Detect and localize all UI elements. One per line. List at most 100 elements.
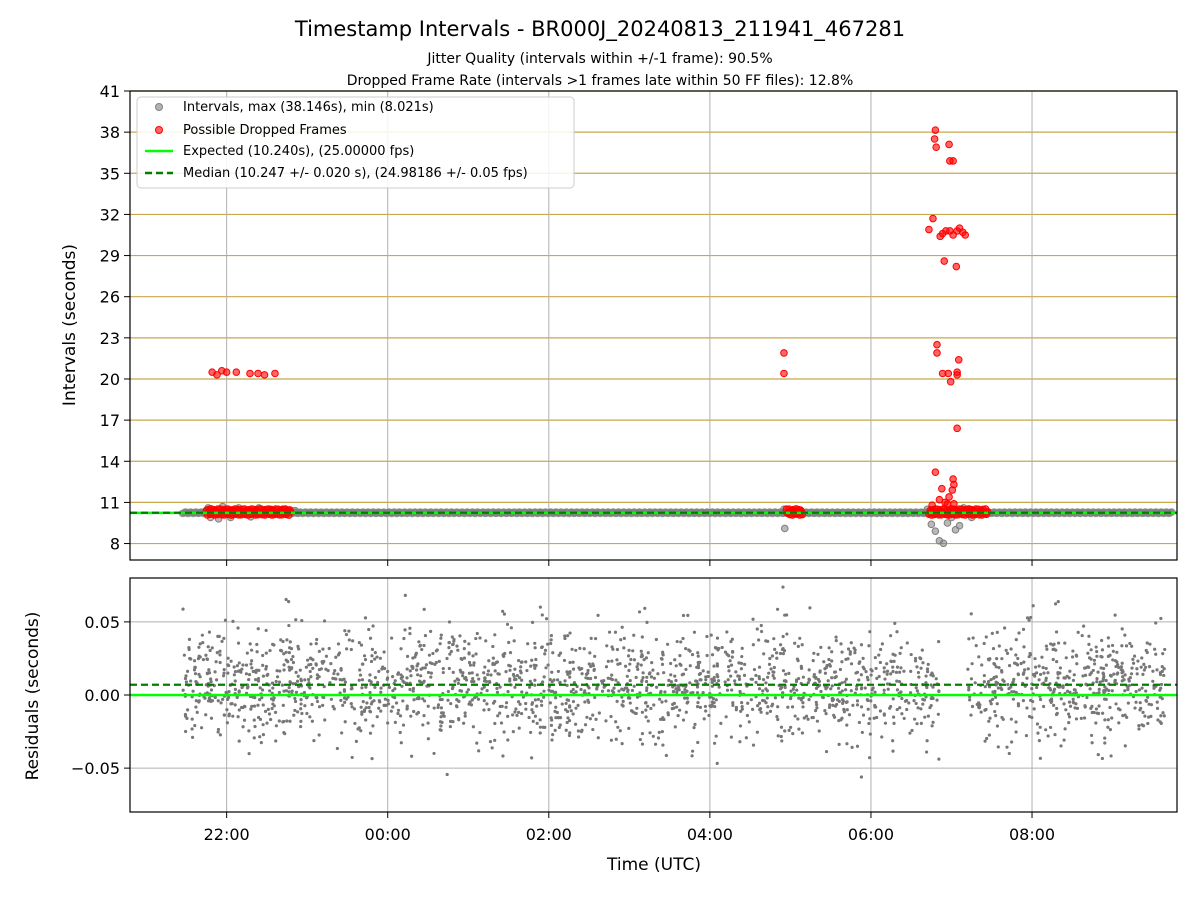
residuals-x-tick-label: 22:00 <box>204 825 250 844</box>
residual-point <box>1062 702 1066 706</box>
residual-point <box>405 654 410 658</box>
residual-point <box>566 698 571 702</box>
residual-point <box>199 726 204 730</box>
residual-point <box>609 738 614 742</box>
residual-point <box>567 733 572 738</box>
residual-point <box>414 668 419 672</box>
residual-point <box>673 658 677 662</box>
residual-point <box>800 643 804 647</box>
residual-point <box>542 695 546 699</box>
residual-point <box>272 696 276 700</box>
residual-point <box>562 658 567 663</box>
legend-expected-label: Expected (10.240s), (25.00000 fps) <box>183 144 414 159</box>
residual-point <box>403 628 407 632</box>
residual-point <box>379 686 383 690</box>
residual-point <box>675 705 679 709</box>
residual-point <box>1044 728 1048 732</box>
residual-point <box>333 669 337 673</box>
residual-point <box>791 732 795 736</box>
residual-point <box>720 645 724 650</box>
residual-point <box>1106 636 1110 640</box>
residual-point <box>835 702 839 707</box>
residual-point <box>226 656 230 660</box>
residual-point <box>844 700 849 704</box>
residual-point <box>891 697 895 701</box>
residual-point <box>551 651 555 655</box>
residual-point <box>207 630 212 634</box>
residual-point <box>558 716 563 720</box>
residual-point <box>688 649 692 653</box>
residual-point <box>617 689 621 693</box>
residual-point <box>436 703 441 707</box>
residual-point <box>1021 627 1026 631</box>
residual-point <box>924 750 929 754</box>
residual-point <box>869 673 873 677</box>
residual-point <box>894 670 899 674</box>
residual-point <box>864 670 868 674</box>
residual-point <box>606 659 610 663</box>
dropped-frame-point <box>949 231 957 239</box>
residual-point <box>1112 672 1116 676</box>
residual-point <box>1092 658 1097 662</box>
residual-point <box>664 753 668 758</box>
residual-point <box>438 720 443 724</box>
residual-point <box>271 686 275 690</box>
residual-point <box>1149 714 1153 719</box>
residual-point <box>925 667 930 671</box>
residual-point <box>900 712 904 716</box>
residual-point <box>993 662 997 666</box>
residual-point <box>218 660 222 665</box>
residual-point <box>697 696 701 700</box>
residual-point <box>416 662 420 666</box>
residual-point <box>394 701 399 705</box>
residual-point <box>810 716 814 720</box>
dropped-frame-point <box>954 355 963 364</box>
residual-point <box>593 675 598 680</box>
residual-point <box>521 695 526 699</box>
residual-point <box>638 737 642 742</box>
residual-point <box>696 666 701 670</box>
residual-point <box>760 629 764 634</box>
residual-point <box>447 666 451 671</box>
residual-point <box>1079 716 1083 721</box>
chart-title: Timestamp Intervals - BR000J_20240813_21… <box>294 17 905 42</box>
residual-point <box>550 680 554 684</box>
residual-point <box>420 647 424 652</box>
residual-point <box>265 673 269 677</box>
residual-point <box>415 696 419 701</box>
residual-point <box>728 659 732 663</box>
residual-point <box>1055 711 1059 715</box>
residual-point <box>223 618 228 622</box>
residual-point <box>589 664 593 669</box>
residual-point <box>306 658 310 662</box>
residual-point <box>859 775 864 779</box>
residual-point <box>248 642 252 646</box>
residual-point <box>486 672 490 677</box>
residual-point <box>506 738 510 742</box>
residual-point <box>340 731 344 735</box>
residual-point <box>491 656 495 660</box>
residual-point <box>323 718 327 722</box>
residual-point <box>730 637 734 641</box>
residual-point <box>495 686 499 691</box>
residual-point <box>364 718 368 722</box>
residual-point <box>845 723 849 727</box>
residual-point <box>261 723 265 727</box>
residual-point <box>1120 644 1124 648</box>
residual-point <box>285 659 290 663</box>
residual-point <box>1143 714 1147 718</box>
residual-point <box>1083 673 1088 677</box>
residual-point <box>1030 687 1034 691</box>
residual-point <box>572 681 577 685</box>
residual-point <box>1162 667 1166 671</box>
residual-point <box>486 669 491 673</box>
residual-point <box>501 754 505 758</box>
residual-point <box>1115 672 1119 676</box>
residual-point <box>387 685 392 689</box>
residual-point <box>256 679 261 683</box>
residual-point <box>812 651 816 655</box>
residual-point <box>268 648 272 653</box>
residual-point <box>250 666 254 670</box>
residual-point <box>209 716 214 720</box>
residual-point <box>524 701 528 706</box>
